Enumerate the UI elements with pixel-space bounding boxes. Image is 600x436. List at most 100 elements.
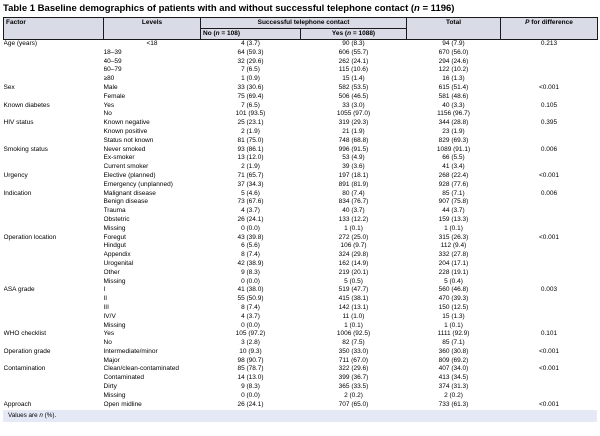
cell-p: [501, 93, 598, 102]
cell-total: 159 (13.3): [438, 215, 469, 223]
cell-p: <0.001: [538, 365, 560, 373]
footnote-pre: Values are: [8, 412, 40, 420]
cell-factor: [4, 207, 104, 216]
cell-no: 93 (86.1): [237, 145, 264, 153]
table-row: IV/V 4 (3.7) 11 (1.0) 15 (1.3): [4, 313, 598, 322]
cell-factor: [4, 242, 104, 251]
table-row: Benign disease 73 (67.6) 834 (76.7) 907 (75…: [4, 198, 598, 207]
table-row: III 8 (7.4) 142 (13.1) 150 (12.5): [4, 304, 598, 313]
table-row: Trauma 4 (3.7) 40 (3.7) 44 (3.7): [4, 207, 598, 216]
cell-level: Malignant disease: [103, 189, 156, 197]
table-row: Missing 0 (0.0) 2 (0.2) 2 (0.2): [4, 392, 598, 401]
cell-total: 928 (77.6): [438, 180, 469, 188]
cell-factor: [4, 58, 104, 67]
cell-p: [501, 313, 598, 322]
cell-level: Missing: [103, 277, 126, 285]
cell-level: Current smoker: [103, 163, 149, 171]
cell-no: 26 (24.1): [237, 215, 264, 223]
cell-factor: HIV status: [3, 119, 34, 127]
cell-no: 7 (6.5): [241, 101, 260, 109]
cell-total: 670 (56.0): [438, 48, 469, 56]
cell-total: 112 (9.4): [440, 242, 467, 250]
table-row: Missing 0 (0.0) 5 (0.5) 5 (0.4): [4, 278, 598, 287]
table-row: Other 9 (8.3) 219 (20.1) 228 (19.1): [4, 269, 598, 278]
column-header-yes: Yes (n = 1088): [300, 28, 407, 40]
cell-no: 5 (4.6): [241, 189, 260, 197]
cell-no: 85 (78.7): [237, 365, 264, 373]
table-row: Known positive 2 (1.9) 21 (1.9) 23 (1.9): [4, 128, 598, 137]
cell-level: II: [103, 295, 108, 303]
cell-level: Trauma: [103, 207, 126, 215]
cell-yes: 80 (7.4): [342, 189, 365, 197]
cell-yes: 519 (47.7): [338, 286, 369, 294]
cell-factor: [4, 216, 104, 225]
cell-yes: 707 (65.0): [338, 400, 369, 408]
cell-yes: 365 (33.5): [338, 383, 369, 391]
cell-p: [501, 49, 598, 58]
cell-yes: 324 (29.8): [338, 251, 369, 259]
cell-p: [501, 374, 598, 383]
table-row: Contaminated 14 (13.0) 399 (36.7) 413 (34.5…: [4, 374, 598, 383]
column-header-factor: Factor: [3, 17, 104, 40]
cell-yes: 219 (20.1): [338, 268, 369, 276]
no-label-pre: No (: [203, 30, 216, 37]
cell-level: Other: [103, 268, 120, 276]
cell-level: Urogenital: [103, 259, 134, 267]
cell-factor: [4, 251, 104, 260]
cell-p: <0.001: [538, 347, 560, 355]
cell-level: ≥80: [103, 75, 115, 83]
cell-no: 25 (23.1): [237, 119, 264, 127]
cell-no: 42 (38.9): [237, 259, 264, 267]
cell-level: I: [103, 286, 106, 294]
cell-level: <18: [146, 40, 158, 47]
cell-yes: 606 (55.7): [338, 48, 369, 56]
cell-p: [501, 58, 598, 67]
cell-total: 268 (22.4): [438, 171, 469, 179]
cell-factor: Urgency: [3, 171, 28, 179]
cell-yes: 39 (3.6): [342, 163, 365, 171]
cell-total: 581 (48.6): [438, 92, 469, 100]
cell-factor: [4, 128, 104, 137]
cell-no: 75 (69.4): [237, 92, 264, 100]
table-row: Hindgut 6 (5.6) 106 (9.7) 112 (9.4): [4, 242, 598, 251]
cell-level: Intermediate/minor: [103, 347, 158, 355]
cell-no: 0 (0.0): [241, 321, 260, 329]
cell-total: 1 (0.1): [444, 224, 463, 232]
cell-level: 60–79: [103, 66, 122, 74]
cell-total: 1111 (92.9): [437, 330, 470, 338]
cell-yes: 272 (25.0): [338, 233, 369, 241]
cell-yes: 415 (38.1): [338, 295, 369, 303]
cell-total: 204 (17.1): [438, 259, 469, 267]
table-row: WHO checklist Yes 105 (97.2) 1006 (92.5) 111…: [4, 330, 598, 339]
cell-yes: 115 (10.6): [338, 66, 369, 74]
cell-yes: 142 (13.1): [338, 303, 369, 311]
cell-factor: [4, 374, 104, 383]
cell-no: 4 (3.7): [241, 40, 260, 47]
cell-yes: 133 (12.2): [338, 215, 369, 223]
table-row: Female 75 (69.4) 506 (46.5) 581 (48.6): [4, 93, 598, 102]
cell-factor: [4, 322, 104, 331]
cell-total: 907 (75.8): [438, 198, 469, 206]
cell-total: 560 (46.8): [438, 286, 469, 294]
cell-yes: 15 (1.4): [342, 75, 365, 83]
table-row: Operation location Foregut 43 (39.8) 272 (2…: [4, 234, 598, 243]
cell-total: 41 (3.4): [442, 163, 465, 171]
cell-p: [501, 383, 598, 392]
cell-yes: 748 (68.8): [338, 136, 369, 144]
cell-no: 9 (8.3): [241, 383, 260, 391]
cell-p: [501, 278, 598, 287]
cell-total: 1 (0.1): [444, 321, 463, 329]
p-label-text: for difference: [529, 19, 573, 26]
cell-total: 122 (10.2): [438, 66, 469, 74]
cell-p: [501, 357, 598, 366]
column-header-successful-contact: Successful telephone contact: [200, 17, 407, 29]
cell-total: 16 (1.3): [442, 75, 465, 83]
cell-no: 98 (90.7): [237, 356, 264, 364]
cell-factor: Indication: [3, 189, 32, 197]
cell-no: 14 (13.0): [237, 374, 264, 382]
cell-yes: 2 (0.2): [344, 391, 363, 399]
table-row: Urogenital 42 (38.9) 162 (14.9) 204 (17.1): [4, 260, 598, 269]
cell-p: [501, 216, 598, 225]
cell-factor: [4, 269, 104, 278]
cell-total: 332 (27.8): [438, 251, 469, 259]
